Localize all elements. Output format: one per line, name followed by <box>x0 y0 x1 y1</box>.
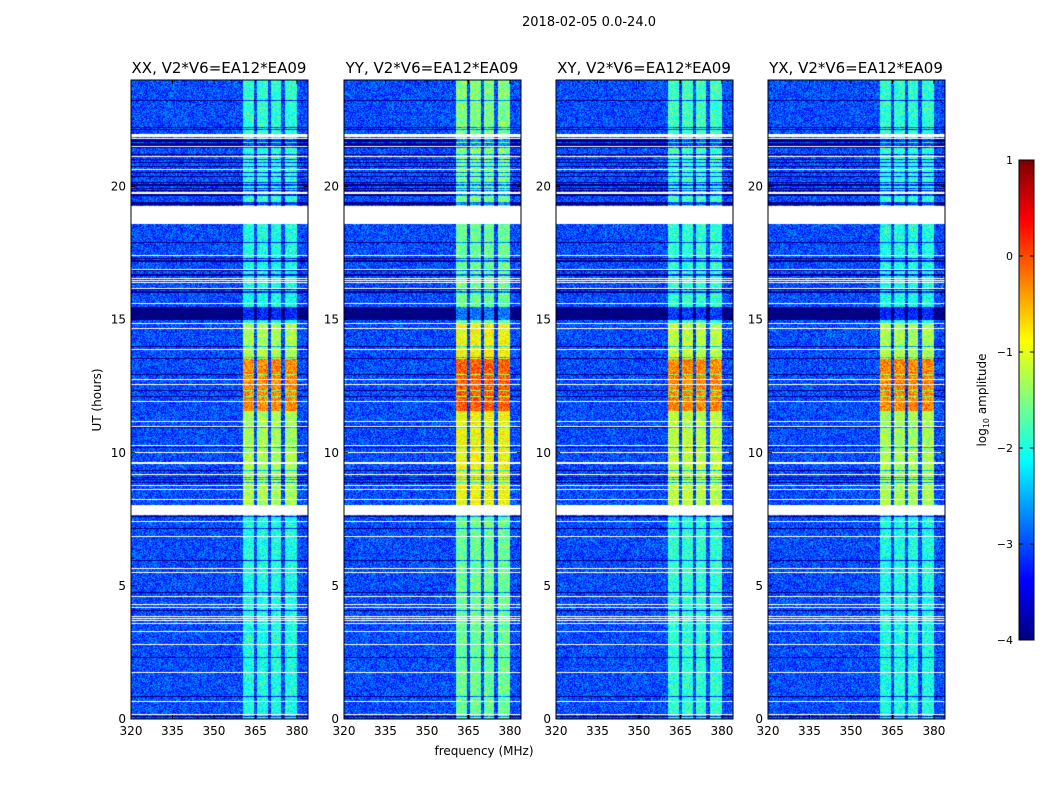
x-tick-label: 320 <box>333 724 356 738</box>
panel-title: XX, V2*V6=EA12*EA09 <box>132 59 307 77</box>
colorbar-frame <box>1018 159 1035 641</box>
y-tick-label: 20 <box>748 180 763 194</box>
colorbar-tick-label: −1 <box>997 346 1013 359</box>
panel-title: XY, V2*V6=EA12*EA09 <box>557 59 731 77</box>
x-tick-label: 335 <box>374 724 397 738</box>
panel-title: YX, V2*V6=EA12*EA09 <box>768 59 943 77</box>
panel-title: YY, V2*V6=EA12*EA09 <box>345 59 519 77</box>
y-tick-label: 0 <box>543 712 551 726</box>
x-tick-label: 365 <box>881 724 904 738</box>
figure-title: 2018-02-05 0.0-24.0 <box>522 15 656 30</box>
y-tick-label: 10 <box>536 446 551 460</box>
panel-frame <box>130 79 309 720</box>
y-tick-label: 5 <box>755 579 763 593</box>
colorbar-tick-label: −4 <box>997 634 1013 647</box>
spectrogram-xx <box>131 80 308 719</box>
colorbar-tick-label: −2 <box>997 442 1013 455</box>
x-tick-label: 320 <box>757 724 780 738</box>
x-axis-label: frequency (MHz) <box>434 744 533 758</box>
y-tick-label: 0 <box>331 712 339 726</box>
y-tick-label: 0 <box>755 712 763 726</box>
panel-frame <box>343 79 522 720</box>
y-tick-label: 10 <box>111 446 126 460</box>
colorbar-tick-label: −3 <box>997 538 1013 551</box>
x-tick-label: 320 <box>545 724 568 738</box>
y-axis-label: UT (hours) <box>90 368 104 431</box>
y-tick-label: 20 <box>324 180 339 194</box>
colorbar-label: log10 amplitude <box>975 354 991 447</box>
y-tick-label: 15 <box>536 313 551 327</box>
x-tick-label: 365 <box>669 724 692 738</box>
x-tick-label: 335 <box>161 724 184 738</box>
x-tick-label: 350 <box>416 724 439 738</box>
y-tick-label: 15 <box>111 313 126 327</box>
x-tick-label: 320 <box>120 724 143 738</box>
y-tick-label: 15 <box>324 313 339 327</box>
x-tick-label: 365 <box>244 724 267 738</box>
y-tick-label: 20 <box>536 180 551 194</box>
spectrogram-xy <box>556 80 733 719</box>
colorbar-tick-label: 1 <box>1006 154 1013 167</box>
x-tick-label: 380 <box>498 724 521 738</box>
y-tick-label: 10 <box>324 446 339 460</box>
x-tick-label: 350 <box>628 724 651 738</box>
y-tick-label: 5 <box>543 579 551 593</box>
panel-frame <box>767 79 946 720</box>
x-tick-label: 365 <box>457 724 480 738</box>
y-tick-label: 5 <box>331 579 339 593</box>
x-tick-label: 350 <box>203 724 226 738</box>
panel-frame <box>555 79 734 720</box>
y-tick-label: 5 <box>118 579 126 593</box>
y-tick-label: 20 <box>111 180 126 194</box>
x-tick-label: 335 <box>586 724 609 738</box>
x-tick-label: 335 <box>798 724 821 738</box>
x-tick-label: 380 <box>710 724 733 738</box>
x-tick-label: 350 <box>840 724 863 738</box>
spectrogram-yy <box>344 80 521 719</box>
colorbar <box>1019 160 1034 640</box>
colorbar-tick-label: 0 <box>1006 250 1013 263</box>
x-tick-label: 380 <box>285 724 308 738</box>
x-tick-label: 380 <box>922 724 945 738</box>
y-tick-label: 15 <box>748 313 763 327</box>
y-tick-label: 10 <box>748 446 763 460</box>
spectrogram-yx <box>768 80 945 719</box>
y-tick-label: 0 <box>118 712 126 726</box>
